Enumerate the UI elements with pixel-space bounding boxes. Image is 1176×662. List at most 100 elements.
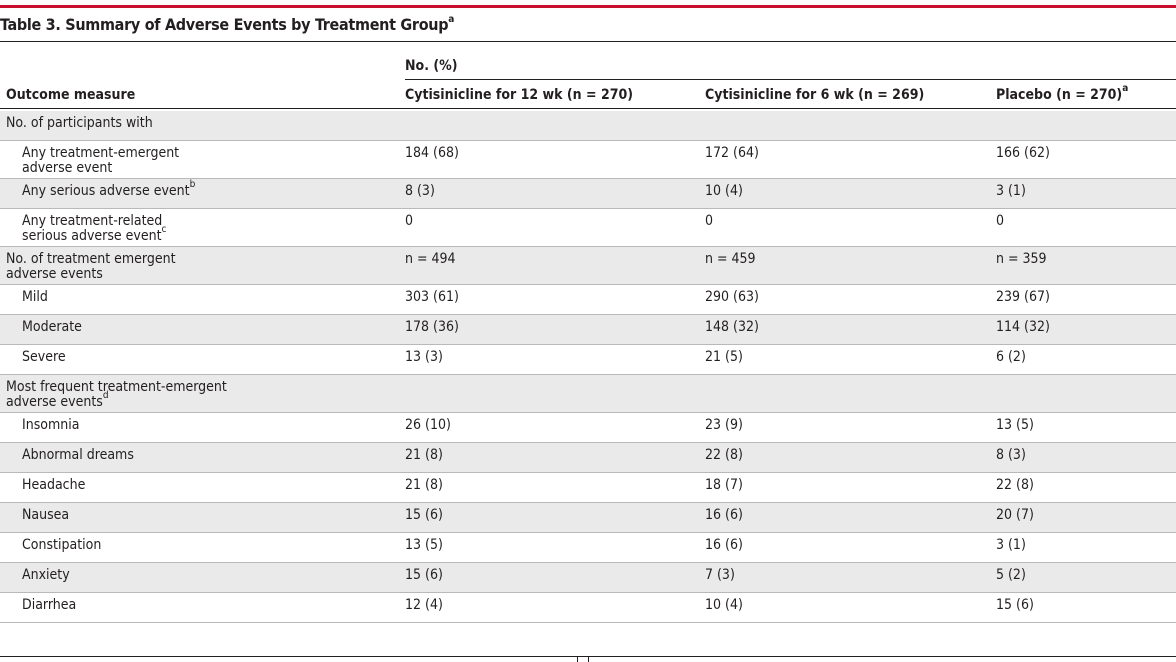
label-line: Abnormal dreams: [22, 447, 134, 463]
title-rule: [0, 41, 1176, 42]
section-row-background: [0, 375, 1176, 413]
label-line: Any serious adverse event: [22, 183, 190, 199]
label-line: Any treatment-related: [22, 213, 163, 229]
table-cell-value: 8 (3): [996, 447, 1026, 463]
column-header-2: Cytisinicline for 6 wk (n = 269): [705, 88, 924, 103]
label-line: Insomnia: [22, 417, 80, 433]
row-divider: [0, 284, 1176, 285]
column-header-label: Outcome measure: [6, 87, 136, 103]
label-line: adverse events: [6, 266, 103, 282]
table-cell-value: 22 (8): [996, 477, 1034, 493]
row-divider: [0, 314, 1176, 315]
row-divider: [0, 592, 1176, 593]
table-cell-value: 15 (6): [405, 507, 443, 523]
label-line: Diarrhea: [22, 597, 77, 613]
table-cell-value: 0: [996, 213, 1005, 229]
table-cell-value: 13 (5): [996, 417, 1034, 433]
table-cell-value: 10 (4): [705, 183, 743, 199]
label-line: Most frequent treatment-emergent: [6, 379, 227, 395]
table-cell-value: 303 (61): [405, 289, 459, 305]
table-cell-value: 21 (8): [405, 447, 443, 463]
column-group-underline: [405, 79, 1176, 80]
table-row-label: Nausea: [22, 508, 69, 523]
footnote-marker: a: [1122, 83, 1129, 95]
table-cell-value: 3 (1): [996, 537, 1026, 553]
row-divider: [0, 208, 1176, 209]
table-cell-value: 16 (6): [705, 507, 743, 523]
label-line: adverse events: [6, 394, 103, 410]
table-cell-value: 290 (63): [705, 289, 759, 305]
table-cell-value: 7 (3): [705, 567, 735, 583]
row-divider: [0, 344, 1176, 345]
footnote-marker: b: [189, 179, 196, 191]
table-row-background: [0, 563, 1176, 593]
table-cell-value: 6 (2): [996, 349, 1026, 365]
label-line: Moderate: [22, 319, 82, 335]
table-cell-value: 23 (9): [705, 417, 743, 433]
row-divider: [0, 622, 1176, 623]
row-divider: [0, 178, 1176, 179]
table-cell-value: 22 (8): [705, 447, 743, 463]
row-divider: [0, 374, 1176, 375]
label-line: Constipation: [22, 537, 102, 553]
table-row-label: Any treatment-related serious adverse eve…: [22, 214, 166, 244]
table-cell-value: 15 (6): [405, 567, 443, 583]
table-title-text: Table 3. Summary of Adverse Events by Tr…: [0, 15, 449, 34]
label-line: No. of treatment emergent: [6, 251, 176, 267]
table-row-label: Mild: [22, 290, 48, 305]
section-row-background: [0, 111, 1176, 141]
table-cell-value: 0: [405, 213, 414, 229]
title-footnote-marker: a: [448, 13, 455, 25]
label-line: Mild: [22, 289, 48, 305]
table-cell-value: 21 (8): [405, 477, 443, 493]
column-header-label: Cytisinicline for 12 wk (n = 270): [405, 87, 633, 103]
table-cell-value: 12 (4): [405, 597, 443, 613]
column-group-header: No. (%): [405, 58, 458, 74]
row-divider: [0, 140, 1176, 141]
table-cell-value: 114 (32): [996, 319, 1050, 335]
table-cell-value: 20 (7): [996, 507, 1034, 523]
table-cell-value: 13 (3): [405, 349, 443, 365]
table-cell-value: 178 (36): [405, 319, 459, 335]
row-divider: [0, 412, 1176, 413]
section-row-label: No. of participants with: [6, 116, 153, 131]
column-header-label: Cytisinicline for 6 wk (n = 269): [705, 87, 925, 103]
table-row-label: Moderate: [22, 320, 82, 335]
column-header-1: Cytisinicline for 12 wk (n = 270): [405, 88, 633, 103]
column-header-label: Placebo (n = 270): [996, 87, 1123, 103]
table-cell-value: 21 (5): [705, 349, 743, 365]
table-cell-value: 148 (32): [705, 319, 759, 335]
footnote-marker: c: [161, 224, 167, 236]
footnote-marker: d: [102, 390, 109, 402]
table-row-label: Anxiety: [22, 568, 70, 583]
table-cell-value: 26 (10): [405, 417, 451, 433]
label-line: Headache: [22, 477, 86, 493]
section-row-label: Most frequent treatment-emergent adverse …: [6, 380, 227, 410]
table-cell-value: n = 459: [705, 251, 756, 267]
label-line: No. of participants with: [6, 115, 153, 131]
label-line: Nausea: [22, 507, 70, 523]
table-cell-value: 0: [705, 213, 714, 229]
table-cell-value: 13 (5): [405, 537, 443, 553]
table-cell-value: 166 (62): [996, 145, 1050, 161]
label-line: adverse event: [22, 160, 113, 176]
section-row-background: [0, 247, 1176, 285]
table-cell-value: 8 (3): [405, 183, 435, 199]
row-divider: [0, 472, 1176, 473]
table-row-label: Insomnia: [22, 418, 79, 433]
table-row-label: Headache: [22, 478, 85, 493]
row-divider: [0, 442, 1176, 443]
label-line: Severe: [22, 349, 66, 365]
row-divider: [0, 502, 1176, 503]
table-row-label: Any treatment-emergent adverse event: [22, 146, 179, 176]
label-line: serious adverse event: [22, 228, 162, 244]
row-divider: [0, 532, 1176, 533]
label-line: Any treatment-emergent: [22, 145, 180, 161]
bottom-rule: [0, 656, 1176, 657]
table-cell-value: 184 (68): [405, 145, 459, 161]
row-divider: [0, 562, 1176, 563]
table-row-label: Constipation: [22, 538, 101, 553]
column-header-3: Placebo (n = 270)a: [996, 84, 1128, 103]
table-row-label: Abnormal dreams: [22, 448, 134, 463]
table-cell-value: 10 (4): [705, 597, 743, 613]
